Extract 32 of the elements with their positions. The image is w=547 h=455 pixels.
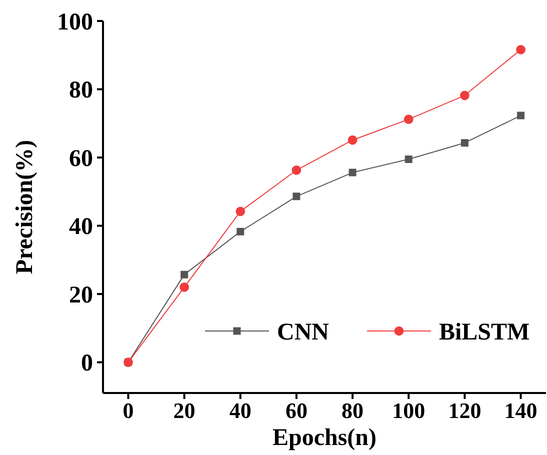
point xyxy=(236,206,246,216)
x-tick-label: 60 xyxy=(285,398,308,423)
point xyxy=(460,139,468,147)
y-tick-label: 60 xyxy=(69,146,93,172)
point xyxy=(460,90,470,100)
y-tick-label: 0 xyxy=(81,350,93,377)
point xyxy=(236,228,244,236)
point xyxy=(180,270,188,278)
y-tick-label: 40 xyxy=(69,214,93,240)
x-tick-label: 120 xyxy=(448,398,482,423)
y-axis-title: Precision(%) xyxy=(12,140,38,274)
x-axis-title: Epochs(n) xyxy=(272,425,377,451)
point xyxy=(404,155,412,163)
point xyxy=(516,44,526,54)
x-tick-label: 140 xyxy=(504,398,538,423)
point xyxy=(292,165,302,175)
point xyxy=(348,135,358,145)
y-tick-label: 100 xyxy=(57,9,93,36)
point xyxy=(292,192,300,200)
point xyxy=(348,168,356,176)
x-tick-label: 80 xyxy=(342,398,364,423)
x-tick-label: 0 xyxy=(122,398,134,423)
y-tick-label: 20 xyxy=(69,282,93,308)
point xyxy=(180,282,189,292)
x-tick-label: 40 xyxy=(229,398,252,423)
x-tick-label: 20 xyxy=(173,398,196,423)
legend-label: BiLSTM xyxy=(439,319,530,346)
point xyxy=(517,112,525,120)
point xyxy=(404,114,414,124)
x-tick-label: 100 xyxy=(392,398,426,423)
legend-label: CNN xyxy=(277,319,330,346)
y-tick-label: 80 xyxy=(69,78,93,104)
